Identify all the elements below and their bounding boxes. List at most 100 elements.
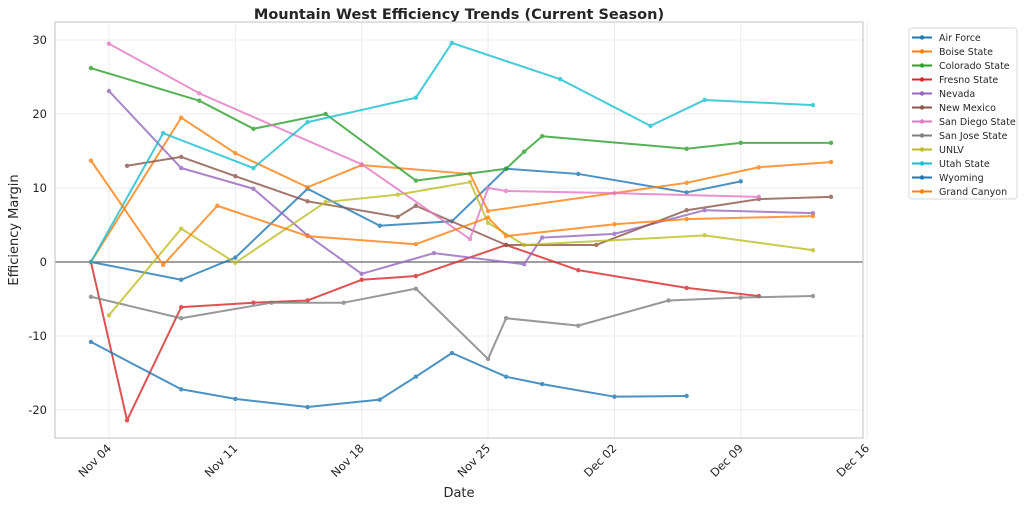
data-point-nevada (521, 262, 527, 267)
series-wyoming (88, 339, 689, 410)
legend-label: Colorado State (939, 61, 1010, 72)
data-point-wyoming (179, 387, 184, 392)
y-tick-label: 30 (32, 33, 47, 47)
legend-marker (919, 35, 925, 40)
data-point-nevada (540, 235, 545, 240)
series-san-diego-state (106, 41, 761, 242)
y-tick-label: -20 (28, 403, 47, 417)
legend-marker (919, 77, 925, 82)
data-point-new-mexico (828, 194, 834, 200)
data-point-unlv (323, 199, 328, 205)
data-point-boise-state (179, 115, 184, 120)
data-point-utah-state (305, 119, 310, 125)
data-point-san-jose-state (341, 300, 346, 305)
legend: Air Force Boise State Colorado State Fresno… (908, 27, 1018, 200)
data-point-new-mexico (413, 203, 419, 208)
data-point-new-mexico (503, 242, 509, 248)
data-point-grand-canyon (684, 216, 689, 222)
legend-item-air-force: Air Force (912, 33, 981, 44)
data-point-colorado-state (323, 111, 328, 117)
y-ticks: -20 -10 0 10 20 30 (28, 33, 47, 417)
legend-marker (919, 175, 925, 180)
legend-item-grand-canyon: Grand Canyon (912, 187, 1007, 198)
data-point-boise-state (684, 180, 689, 186)
data-point-nevada (359, 271, 364, 277)
data-point-fresno-state (124, 418, 130, 423)
data-point-san-jose-state (576, 323, 581, 328)
data-point-utah-state (251, 165, 256, 171)
data-point-colorado-state (738, 140, 743, 146)
legend-item-san-diego-state: San Diego State (912, 117, 1016, 128)
legend-marker (919, 119, 925, 124)
legend-marker (919, 147, 925, 152)
data-point-air-force (738, 179, 743, 184)
x-axis-label: Date (443, 486, 474, 501)
y-tick-label: -10 (28, 329, 47, 343)
data-point-san-diego-state (503, 188, 509, 194)
data-point-unlv (485, 220, 491, 225)
series-line-san-diego-state (108, 42, 759, 241)
data-point-wyoming (233, 396, 238, 402)
data-point-air-force (684, 190, 689, 195)
data-point-colorado-state (413, 178, 419, 183)
data-point-colorado-state (521, 149, 527, 154)
y-axis-label: Efficiency Margin (7, 174, 22, 285)
data-point-unlv (521, 242, 527, 248)
data-point-fresno-state (413, 273, 419, 279)
data-point-san-jose-state (88, 294, 94, 299)
data-point-new-mexico (124, 163, 130, 168)
data-point-nevada (702, 208, 707, 213)
legend-label: San Diego State (939, 117, 1016, 128)
data-point-san-jose-state (485, 356, 491, 362)
data-point-san-jose-state (413, 286, 419, 291)
series-line-boise-state (90, 116, 832, 263)
data-point-nevada (179, 165, 184, 171)
series-colorado-state (88, 65, 834, 183)
y-tick-label: 10 (32, 181, 47, 195)
y-tick-label: 20 (32, 107, 47, 121)
data-point-grand-canyon (215, 203, 220, 208)
series-line-air-force (90, 167, 741, 281)
legend-item-fresno-state: Fresno State (912, 75, 998, 86)
data-point-nevada (431, 250, 437, 256)
data-point-san-jose-state (738, 295, 743, 300)
data-point-grand-canyon (88, 158, 94, 163)
data-point-grand-canyon (305, 233, 310, 239)
data-point-colorado-state (251, 126, 256, 131)
legend-item-wyoming: Wyoming (912, 173, 984, 184)
data-point-san-diego-state (612, 190, 617, 196)
series-utah-state (88, 40, 816, 265)
data-point-boise-state (756, 165, 761, 170)
data-point-san-diego-state (756, 194, 761, 200)
data-point-utah-state (413, 95, 419, 100)
data-point-wyoming (88, 339, 94, 345)
legend-marker (919, 161, 925, 166)
data-point-grand-canyon (503, 233, 509, 239)
data-point-boise-state (305, 185, 310, 190)
legend-label: Wyoming (939, 173, 984, 184)
series-san-jose-state (88, 286, 816, 362)
legend-marker (919, 91, 925, 96)
data-point-grand-canyon (612, 222, 617, 227)
data-point-new-mexico (684, 208, 689, 213)
data-point-colorado-state (88, 65, 94, 71)
data-point-nevada (106, 88, 112, 94)
data-point-grand-canyon (413, 242, 419, 247)
data-point-unlv (233, 260, 238, 265)
series-grand-canyon (88, 158, 816, 268)
legend-marker (919, 105, 925, 110)
data-point-boise-state (485, 208, 491, 214)
series-air-force (88, 166, 743, 282)
data-point-san-diego-state (485, 185, 491, 191)
series-line-unlv (108, 181, 814, 316)
data-point-air-force (179, 277, 184, 282)
data-point-san-diego-state (197, 91, 202, 96)
data-point-boise-state (828, 159, 834, 165)
data-point-colorado-state (540, 134, 545, 139)
data-point-wyoming (540, 381, 545, 387)
data-point-fresno-state (305, 298, 310, 303)
legend-item-nevada: Nevada (912, 89, 975, 100)
data-point-utah-state (558, 77, 563, 82)
data-point-grand-canyon (810, 213, 816, 219)
